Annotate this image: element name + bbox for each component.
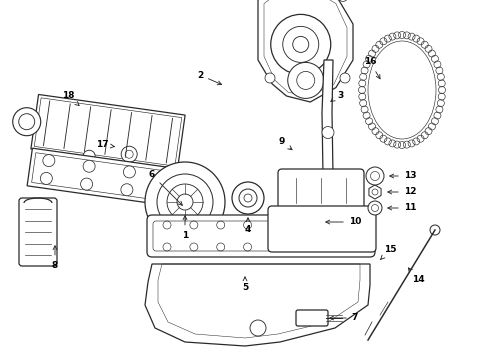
Circle shape [123, 166, 135, 178]
Circle shape [145, 162, 224, 242]
Polygon shape [27, 148, 188, 208]
Text: 15: 15 [380, 246, 395, 260]
Text: 10: 10 [325, 217, 361, 226]
Text: 9: 9 [278, 138, 291, 150]
Circle shape [292, 36, 308, 53]
Circle shape [365, 167, 383, 185]
Circle shape [167, 184, 203, 220]
Polygon shape [321, 60, 332, 205]
Ellipse shape [367, 41, 435, 139]
Circle shape [282, 26, 318, 62]
FancyBboxPatch shape [295, 310, 327, 326]
Circle shape [264, 73, 274, 83]
Text: 4: 4 [244, 218, 251, 234]
Text: 17: 17 [96, 140, 114, 149]
Circle shape [339, 73, 349, 83]
Polygon shape [145, 264, 369, 346]
Circle shape [19, 114, 35, 130]
Circle shape [83, 160, 95, 172]
Circle shape [43, 154, 55, 167]
Circle shape [249, 320, 265, 336]
Text: 5: 5 [242, 277, 247, 292]
Text: 1: 1 [182, 216, 188, 239]
Text: 2: 2 [197, 71, 221, 85]
FancyBboxPatch shape [19, 198, 57, 266]
Circle shape [287, 62, 323, 98]
Circle shape [371, 204, 378, 211]
Circle shape [161, 189, 173, 201]
Circle shape [270, 14, 330, 75]
Text: 3: 3 [330, 90, 343, 102]
Circle shape [177, 194, 193, 210]
Circle shape [125, 150, 133, 158]
Text: 14: 14 [407, 268, 424, 284]
Polygon shape [31, 94, 185, 170]
Circle shape [231, 182, 264, 214]
Circle shape [239, 189, 257, 207]
Circle shape [81, 178, 92, 190]
Circle shape [367, 201, 381, 215]
FancyBboxPatch shape [147, 215, 374, 257]
Circle shape [321, 126, 333, 139]
Text: 7: 7 [329, 314, 357, 323]
Circle shape [429, 225, 439, 235]
Circle shape [83, 150, 95, 162]
Polygon shape [258, 0, 352, 102]
Circle shape [296, 71, 314, 89]
FancyBboxPatch shape [267, 206, 375, 252]
Circle shape [121, 184, 133, 196]
Circle shape [157, 174, 213, 230]
Text: 13: 13 [389, 171, 415, 180]
Text: 16: 16 [363, 58, 379, 79]
FancyBboxPatch shape [278, 169, 363, 212]
Circle shape [40, 172, 52, 184]
Circle shape [13, 108, 41, 136]
Circle shape [244, 194, 251, 202]
Text: 12: 12 [387, 188, 415, 197]
Text: 6: 6 [148, 171, 182, 205]
Text: 11: 11 [387, 203, 415, 212]
Circle shape [121, 146, 137, 162]
Circle shape [337, 0, 347, 1]
Text: 18: 18 [61, 91, 79, 105]
Text: 8: 8 [52, 246, 58, 270]
Circle shape [163, 172, 175, 184]
